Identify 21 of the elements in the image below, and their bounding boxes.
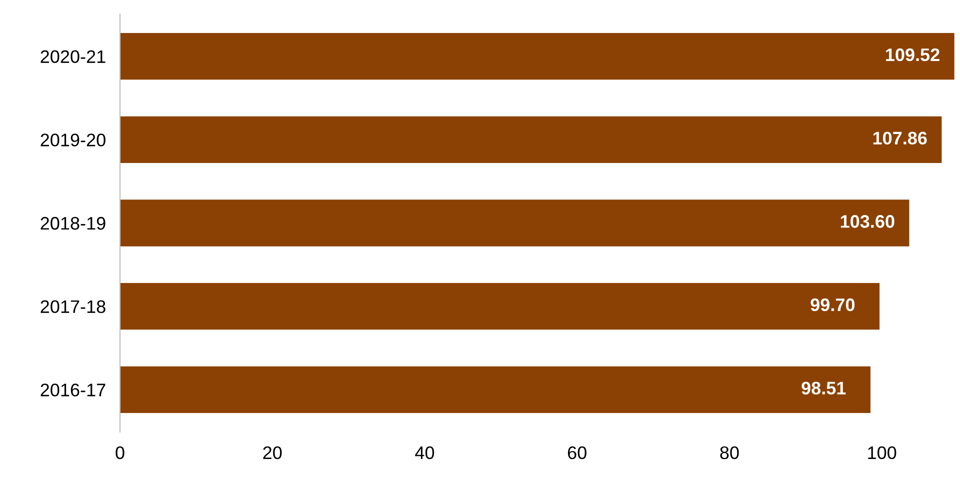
bar [120,33,954,80]
bar [120,366,870,413]
y-tick-label: 2019-20 [40,134,106,146]
data-label: 107.86 [873,132,927,145]
data-label: 103.60 [840,215,894,228]
y-tick-label: 2018-19 [40,216,106,230]
x-tick-label: 0 [116,446,124,460]
data-label: 109.52 [886,48,940,62]
x-tick-label: 20 [263,446,282,460]
x-tick-label: 60 [568,446,586,460]
y-tick-label: 2020-21 [40,50,106,64]
data-label: 99.70 [810,298,855,312]
bar [120,283,880,330]
y-tick-label: 2017-18 [40,300,106,314]
bar [120,116,942,163]
bar [120,200,910,246]
x-tick-label: 100 [868,446,896,460]
data-label: 98.51 [802,382,846,395]
x-tick-label: 80 [720,446,739,460]
y-tick-label: 2016-17 [40,384,106,396]
x-tick-label: 40 [415,446,434,460]
